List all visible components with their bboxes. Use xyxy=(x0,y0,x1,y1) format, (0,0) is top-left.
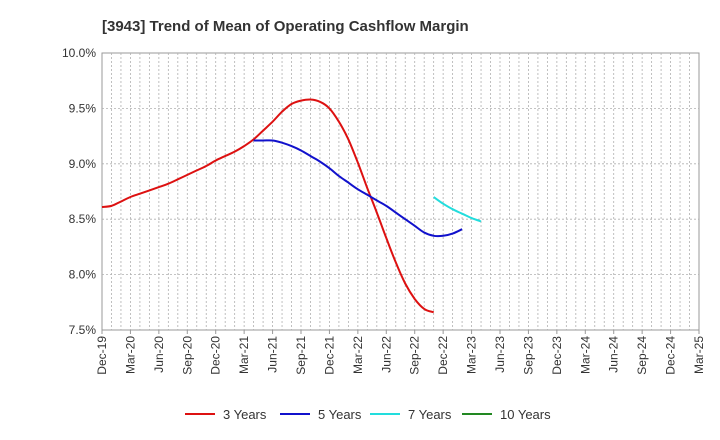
x-tick-label: Mar-22 xyxy=(351,336,365,374)
series-line-3-years xyxy=(101,98,435,314)
y-tick-label: 8.0% xyxy=(69,268,97,282)
x-tick-label: Sep-21 xyxy=(294,336,308,375)
x-tick-label: Jun-23 xyxy=(493,336,507,373)
x-tick-label: Dec-19 xyxy=(95,336,109,375)
legend-label-7-years: 7 Years xyxy=(408,407,452,422)
x-tick-label: Mar-21 xyxy=(237,336,251,374)
legend-label-5-years: 5 Years xyxy=(318,407,362,422)
series-lines xyxy=(101,98,482,314)
x-tick-label: Jun-21 xyxy=(266,336,280,373)
chart-title: [3943] Trend of Mean of Operating Cashfl… xyxy=(102,18,469,35)
y-tick-label: 9.5% xyxy=(69,101,97,115)
x-tick-label: Mar-20 xyxy=(123,336,137,374)
legend-label-3-years: 3 Years xyxy=(223,407,267,422)
x-tick-label: Dec-20 xyxy=(209,336,223,375)
x-tick-label: Dec-24 xyxy=(664,336,678,375)
x-tick-label: Sep-20 xyxy=(180,336,194,375)
y-tick-label: 9.0% xyxy=(69,157,97,171)
y-tick-label: 8.5% xyxy=(69,212,97,226)
series-line-7-years xyxy=(433,196,482,223)
plot-area xyxy=(101,52,700,331)
series-line-5-years xyxy=(253,139,463,238)
gridlines xyxy=(102,53,699,330)
x-tick-label: Sep-23 xyxy=(521,336,535,375)
y-axis: 7.5% 8.0% 8.5% 9.0% 9.5% 10.0% xyxy=(62,46,96,337)
x-tick-label: Sep-24 xyxy=(635,336,649,375)
x-tick-label: Mar-24 xyxy=(578,336,592,374)
x-tick-label: Jun-24 xyxy=(607,336,621,373)
x-tick-label: Mar-25 xyxy=(692,336,706,374)
legend: 3 Years 5 Years 7 Years 10 Years xyxy=(185,407,551,422)
x-tick-label: Jun-20 xyxy=(152,336,166,373)
x-tick-label: Mar-23 xyxy=(465,336,479,374)
x-tick-label: Dec-21 xyxy=(322,336,336,375)
y-tick-label: 7.5% xyxy=(69,323,97,337)
x-tick-label: Jun-22 xyxy=(379,336,393,373)
x-axis: Dec-19 Mar-20 Jun-20 Sep-20 Dec-20 Mar-21 Jun-… xyxy=(95,330,706,375)
x-tick-label: Sep-22 xyxy=(408,336,422,375)
x-tick-label: Dec-23 xyxy=(550,336,564,375)
x-tick-label: Dec-22 xyxy=(436,336,450,375)
y-tick-label: 10.0% xyxy=(62,46,96,60)
legend-label-10-years: 10 Years xyxy=(500,407,551,422)
